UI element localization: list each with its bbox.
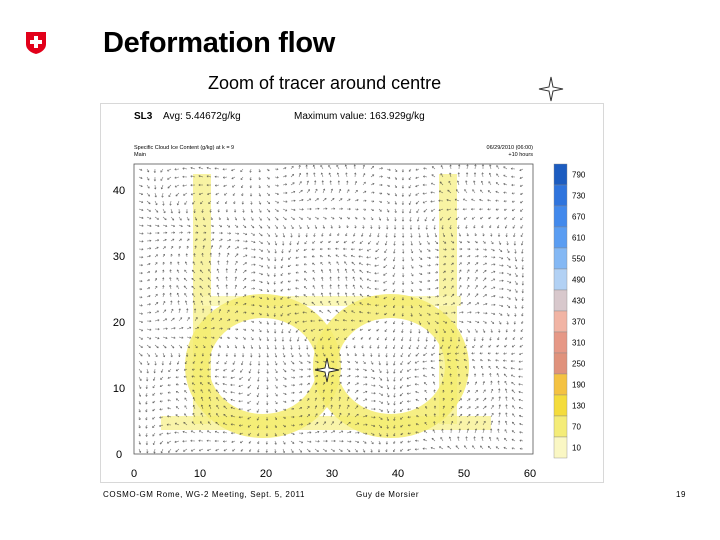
colorbar-swatch (553, 289, 568, 312)
colorbar-swatch (553, 163, 568, 186)
colorbar-swatch (553, 226, 568, 249)
plot-area (133, 163, 534, 455)
y-tick-label: 10 (113, 383, 125, 395)
colorbar-label: 490 (572, 276, 586, 285)
slide-subtitle: Zoom of tracer around centre (208, 73, 442, 93)
page-number: 19 (676, 490, 687, 499)
plot-lead-label: +10 hours (508, 152, 533, 158)
colorbar-label: 250 (572, 360, 586, 369)
x-tick-label: 0 (131, 468, 137, 480)
x-tick-label: 20 (260, 468, 272, 480)
x-tick-label: 10 (194, 468, 206, 480)
colorbar-swatch (553, 247, 568, 270)
colorbar-label: 310 (572, 339, 586, 348)
colorbar: 790 730 670 610 550 490 430 370 310 250 190 130 70 10 (553, 163, 586, 459)
colorbar-label: 790 (572, 171, 586, 180)
plot-member-label: Main (134, 152, 146, 158)
centre-star-icon (314, 357, 340, 383)
x-tick-label: 30 (326, 468, 338, 480)
colorbar-swatch (553, 394, 568, 417)
colorbar-label: 670 (572, 213, 586, 222)
colorbar-swatch (553, 331, 568, 354)
y-tick-label: 0 (116, 449, 122, 461)
colorbar-label: 370 (572, 318, 586, 327)
plot-date-label: 06/29/2010 (06:00) (487, 145, 534, 151)
swiss-cross-icon (26, 32, 46, 54)
footer-meeting: COSMO-GM Rome, WG-2 Meeting, Sept. 5, 20… (103, 490, 305, 499)
y-tick-label: 30 (113, 251, 125, 263)
colorbar-swatch (553, 415, 568, 438)
colorbar-label: 70 (572, 423, 581, 432)
plot-panel: SL3 Avg: 5.44672g/kg Maximum value: 163.… (100, 103, 604, 483)
x-tick-label: 40 (392, 468, 404, 480)
x-tick-label: 50 (458, 468, 470, 480)
colorbar-label: 130 (572, 402, 586, 411)
colorbar-label: 730 (572, 192, 586, 201)
colorbar-label: 610 (572, 234, 586, 243)
colorbar-swatch (553, 205, 568, 228)
tracer-field (161, 174, 491, 438)
colorbar-swatch (553, 268, 568, 291)
tracer-plot: SL3 Avg: 5.44672g/kg Maximum value: 163.… (113, 111, 586, 480)
four-point-star-icon (538, 76, 564, 102)
plot-field-label: Specific Cloud Ice Content (g/kg) at k =… (134, 145, 234, 151)
colorbar-label: 550 (572, 255, 586, 264)
footer-author: Guy de Morsier (356, 490, 420, 499)
colorbar-label: 430 (572, 297, 586, 306)
slide-title: Deformation flow (103, 27, 336, 59)
plot-maximum: Maximum value: 163.929g/kg (294, 111, 425, 122)
colorbar-swatch (553, 373, 568, 396)
colorbar-swatch (553, 310, 568, 333)
plot-header-id: SL3 (134, 111, 153, 122)
x-axis: 0 10 20 30 40 50 60 (131, 468, 536, 480)
y-tick-label: 40 (113, 185, 125, 197)
wind-vector-field (138, 164, 525, 454)
colorbar-swatch (553, 184, 568, 207)
y-axis: 0 10 20 30 40 (113, 185, 125, 461)
colorbar-swatch (553, 436, 568, 459)
plot-average: Avg: 5.44672g/kg (163, 111, 241, 122)
wind-arrows (138, 164, 525, 454)
x-tick-label: 60 (524, 468, 536, 480)
colorbar-swatch (553, 352, 568, 375)
colorbar-label: 10 (572, 444, 581, 453)
colorbar-label: 190 (572, 381, 586, 390)
y-tick-label: 20 (113, 317, 125, 329)
